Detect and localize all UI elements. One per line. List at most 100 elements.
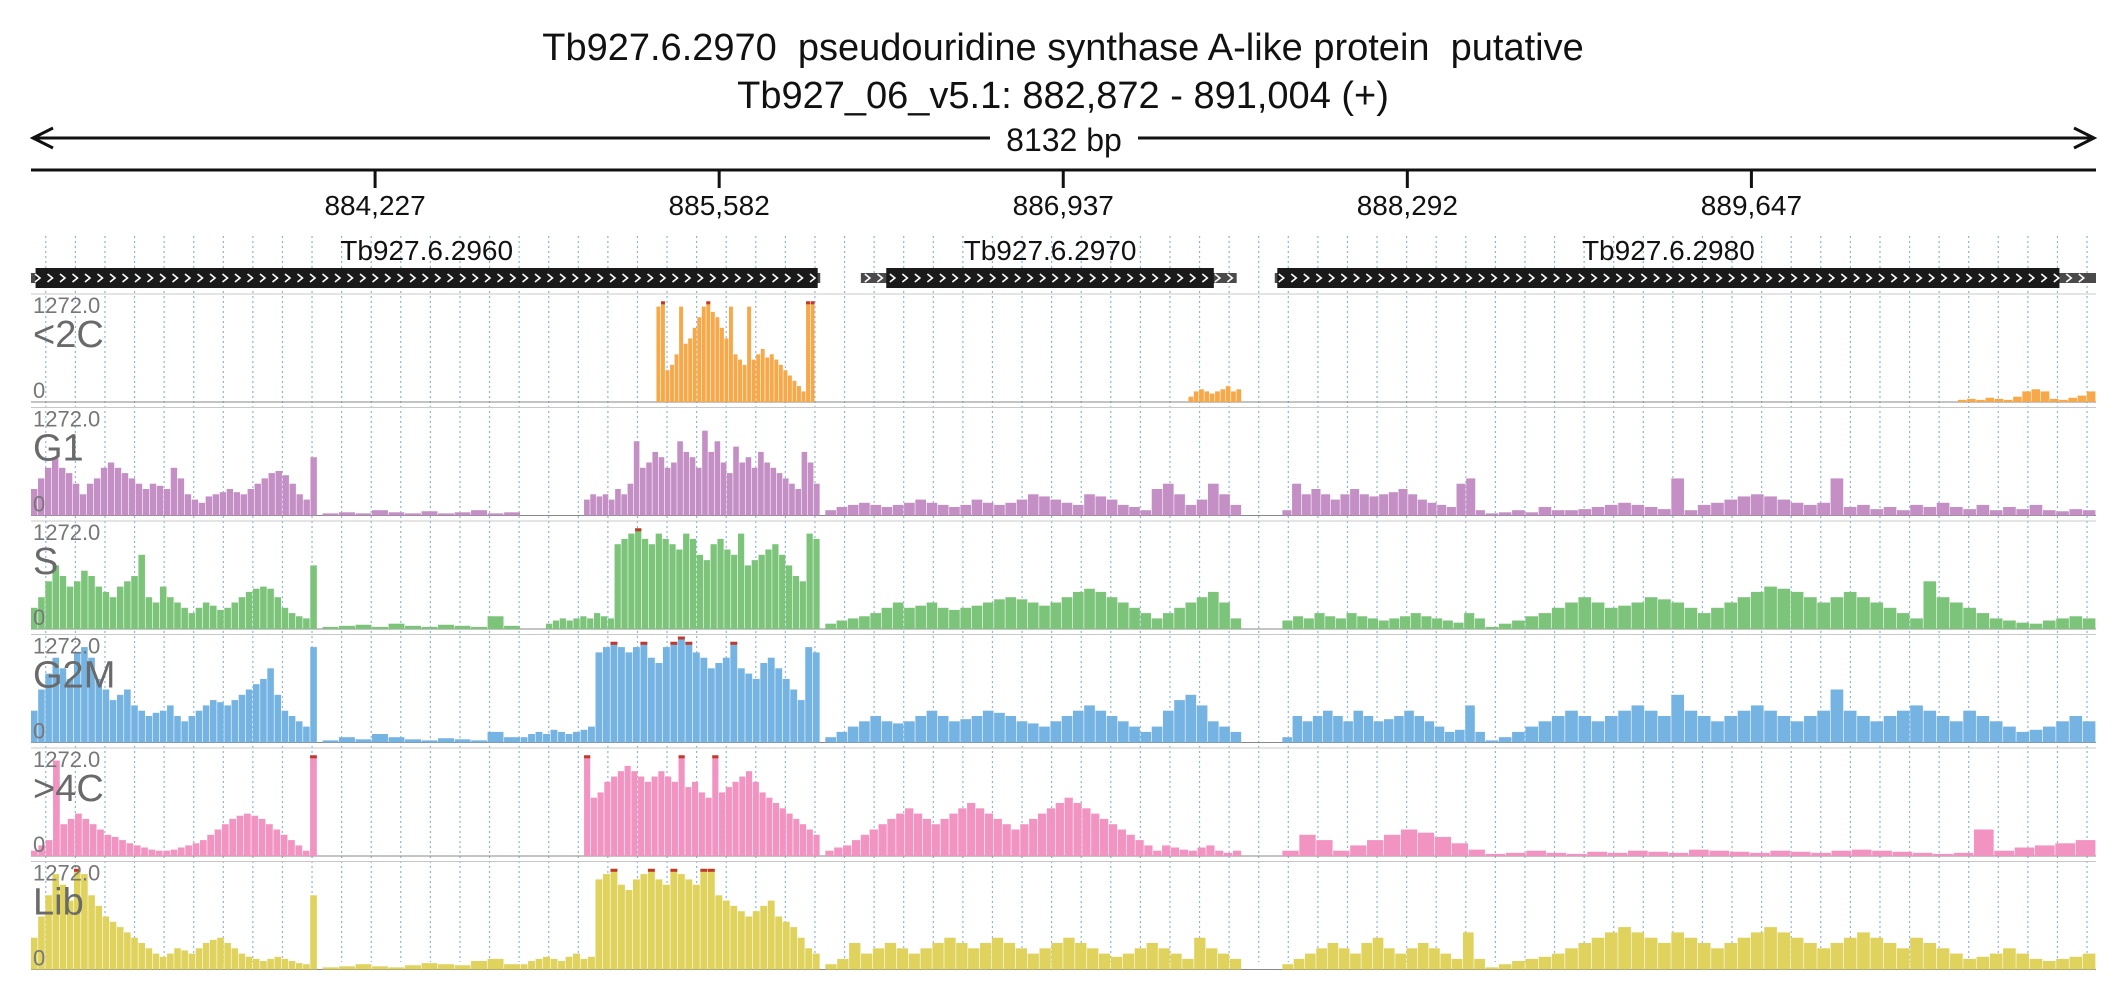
coverage-bar — [322, 513, 339, 516]
coverage-bar — [655, 533, 662, 629]
coverage-bar — [260, 586, 267, 629]
coverage-bar — [994, 504, 1005, 516]
coverage-bar — [520, 737, 528, 743]
coverage-bar — [744, 565, 752, 629]
coverage-bar — [1108, 824, 1118, 856]
coverage-bar — [421, 511, 438, 516]
strand-arrow — [584, 273, 592, 283]
gene-model: Tb927.6.2960 — [31, 235, 821, 288]
coverage-bar — [937, 504, 949, 516]
coverage-bar — [202, 602, 210, 629]
coverage-bar — [971, 716, 983, 743]
coverage-bar — [1117, 602, 1129, 629]
coverage-bar — [1485, 853, 1506, 856]
coverage-bar — [1437, 504, 1447, 516]
coverage-bar — [1333, 716, 1343, 743]
coverage-bar — [692, 781, 699, 856]
coverage-bar — [2029, 504, 2043, 516]
coverage-bar — [252, 588, 260, 629]
coverage-bar — [372, 510, 388, 516]
coverage-bar — [1346, 613, 1357, 629]
strand-arrow — [1076, 273, 1084, 283]
coverage-bar — [878, 824, 887, 856]
coverage-bar — [700, 657, 708, 743]
coverage-bar — [355, 513, 372, 516]
coverage-bar — [471, 626, 487, 629]
coverage-bar — [655, 879, 663, 970]
coverage-bar — [1804, 716, 1817, 743]
coverage-bar — [82, 818, 90, 856]
coverage-bar — [322, 967, 339, 970]
coverage-bar — [198, 502, 206, 516]
coverage-bar — [801, 451, 808, 516]
coverage-bar — [1512, 961, 1525, 970]
coverage-bar — [95, 905, 103, 970]
coverage-bar — [1325, 616, 1336, 629]
coverage-bar — [1129, 607, 1140, 629]
coverage-bar — [1512, 620, 1525, 629]
coverage-bar — [1923, 507, 1937, 516]
coverage-bar — [1724, 943, 1738, 970]
coverage-bar — [1204, 391, 1210, 402]
coverage-bar — [1551, 510, 1565, 516]
coverage-bar — [1551, 953, 1565, 970]
coverage-bar — [722, 657, 730, 743]
strand-arrow — [622, 273, 629, 283]
strand-arrow — [2065, 273, 2073, 283]
track-ymin-label: 0 — [33, 946, 45, 971]
coverage-bar — [652, 451, 659, 516]
coverage-bar — [2075, 840, 2096, 856]
strand-arrow — [684, 273, 692, 283]
coverage-bar — [1087, 948, 1099, 970]
strand-arrow — [34, 273, 42, 283]
strand-arrow — [234, 273, 242, 283]
coverage-bar — [1037, 813, 1047, 856]
coverage-bar — [202, 705, 210, 743]
coverage-bar — [1005, 716, 1017, 743]
coverage-bar — [1453, 622, 1464, 629]
coverage-bar — [245, 591, 253, 629]
coverage-bar — [1697, 613, 1711, 629]
coverage-bar — [1976, 504, 1990, 516]
coverage-bar — [1750, 932, 1764, 970]
coverage-bar — [2003, 726, 2016, 743]
coverage-bar — [1658, 509, 1671, 516]
coverage-bar — [733, 354, 738, 402]
coverage-bar — [1316, 948, 1327, 970]
coverage-bar — [1950, 507, 1963, 516]
coverage-bar — [31, 710, 38, 743]
coverage-bar — [109, 921, 117, 970]
coverage-bar — [1303, 618, 1314, 629]
coverage-bar — [1383, 719, 1394, 743]
coverage-bar — [760, 905, 768, 970]
coverage-bar — [679, 306, 684, 402]
coverage-bar — [1333, 850, 1350, 856]
coverage-bar — [892, 504, 904, 516]
coverage-bar — [2040, 391, 2050, 402]
coverage-bar — [797, 386, 801, 402]
coverage-bar — [1185, 504, 1197, 516]
strand-arrow — [1390, 273, 1398, 283]
strand-arrow — [272, 273, 279, 283]
coverage-bar — [1446, 507, 1456, 516]
coverage-bar — [752, 911, 760, 970]
coverage-bar — [310, 755, 317, 856]
coverage-bar — [1604, 504, 1618, 516]
coverage-bar — [665, 370, 670, 402]
coverage-bar — [1684, 710, 1698, 743]
coverage-bar — [1790, 591, 1804, 629]
coverage-bar — [1122, 953, 1135, 970]
coverage-bar — [700, 868, 708, 970]
coverage-bar — [922, 818, 932, 856]
strand-arrow — [1378, 273, 1386, 283]
coverage-bar — [2069, 616, 2083, 629]
coverage-bar — [281, 710, 289, 743]
coverage-bar — [2059, 399, 2068, 402]
coverage-bar — [1618, 710, 1631, 743]
coverage-bar — [683, 533, 690, 629]
coverage-bar — [702, 430, 708, 516]
coverage-bar — [646, 462, 652, 516]
coverage-bar — [1870, 937, 1884, 970]
coverage-bar — [1188, 396, 1194, 402]
coverage-bar — [685, 641, 693, 743]
